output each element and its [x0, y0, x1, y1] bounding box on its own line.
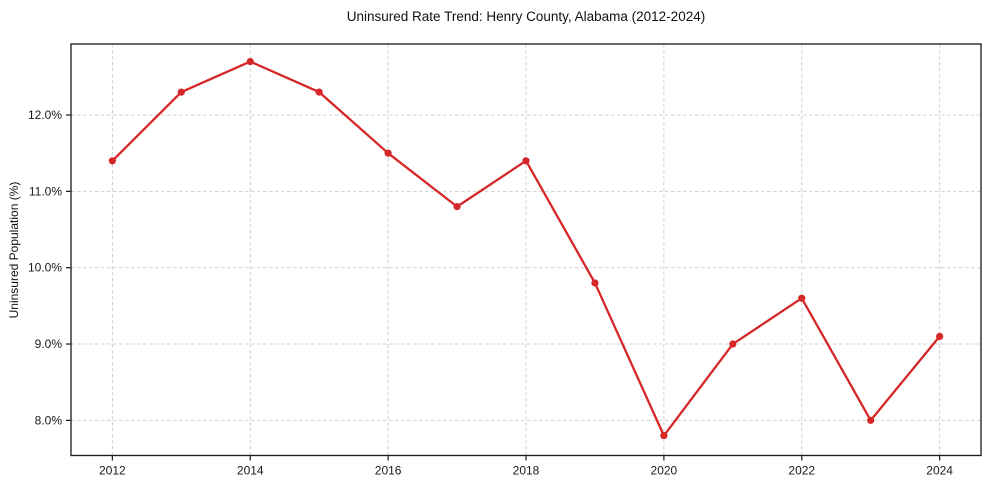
y-tick-label: 9.0%	[35, 337, 63, 351]
data-point-2024	[936, 332, 944, 341]
data-point-2016	[384, 149, 392, 157]
data-point-2023	[867, 416, 875, 424]
y-tick-label: 10.0%	[28, 261, 62, 275]
data-point-2018	[522, 157, 530, 165]
x-tick-label: 2022	[788, 464, 815, 478]
x-tick-label: 2018	[513, 464, 540, 478]
data-point-2017	[453, 203, 461, 211]
y-tick-label: 12.0%	[28, 108, 62, 122]
x-tick-label: 2014	[237, 464, 264, 478]
y-tick-label: 11.0%	[29, 184, 62, 198]
y-tick-label: 8.0%	[35, 413, 63, 427]
data-point-2022	[798, 294, 806, 302]
data-point-2021	[729, 340, 737, 348]
data-point-2019	[591, 279, 599, 287]
data-point-2015	[315, 88, 323, 96]
plot-border	[70, 43, 982, 457]
chart-title: Uninsured Rate Trend: Henry County, Alab…	[346, 9, 706, 24]
data-point-2012	[108, 157, 116, 165]
x-tick-label: 2012	[99, 464, 126, 478]
x-tick-label: 2020	[651, 464, 678, 478]
data-point-2020	[660, 432, 668, 440]
data-point-2014	[246, 57, 254, 66]
x-tick-label: 2016	[375, 464, 402, 478]
x-tick-label: 2024	[926, 464, 953, 478]
data-point-2013	[177, 88, 185, 96]
